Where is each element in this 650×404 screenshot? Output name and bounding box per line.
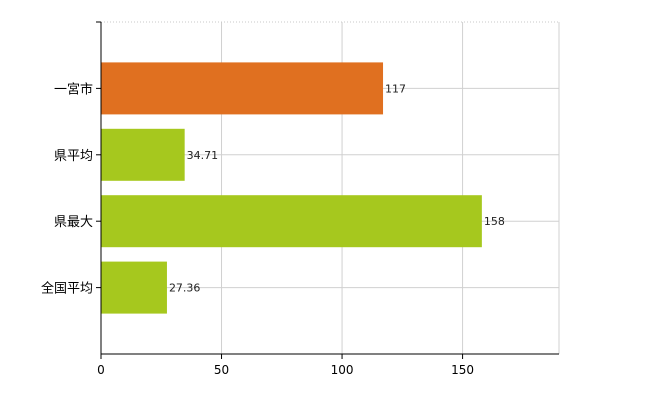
bar-1 — [101, 62, 384, 115]
x-tick-label-3: 100 — [331, 363, 354, 377]
x-tick-label-1: 0 — [97, 363, 105, 377]
data-label-2: 34.71 — [187, 149, 219, 162]
category-label-1: 一宮市 — [54, 81, 93, 97]
x-tick-label-2: 50 — [214, 363, 229, 377]
x-tick-label-4: 150 — [451, 363, 474, 377]
category-label-2: 県平均 — [54, 149, 93, 164]
category-label-4: 全国平均 — [41, 281, 93, 297]
data-label-1: 117 — [385, 82, 406, 95]
category-label-3: 県最大 — [54, 215, 93, 230]
data-label-4: 27.36 — [169, 282, 201, 295]
data-label-3: 158 — [484, 215, 505, 228]
bar-4 — [101, 261, 167, 314]
data-labels: 117 34.71 158 27.36 — [169, 82, 505, 294]
bar-3 — [101, 195, 482, 248]
bar-2 — [101, 128, 185, 181]
bars — [101, 62, 482, 314]
